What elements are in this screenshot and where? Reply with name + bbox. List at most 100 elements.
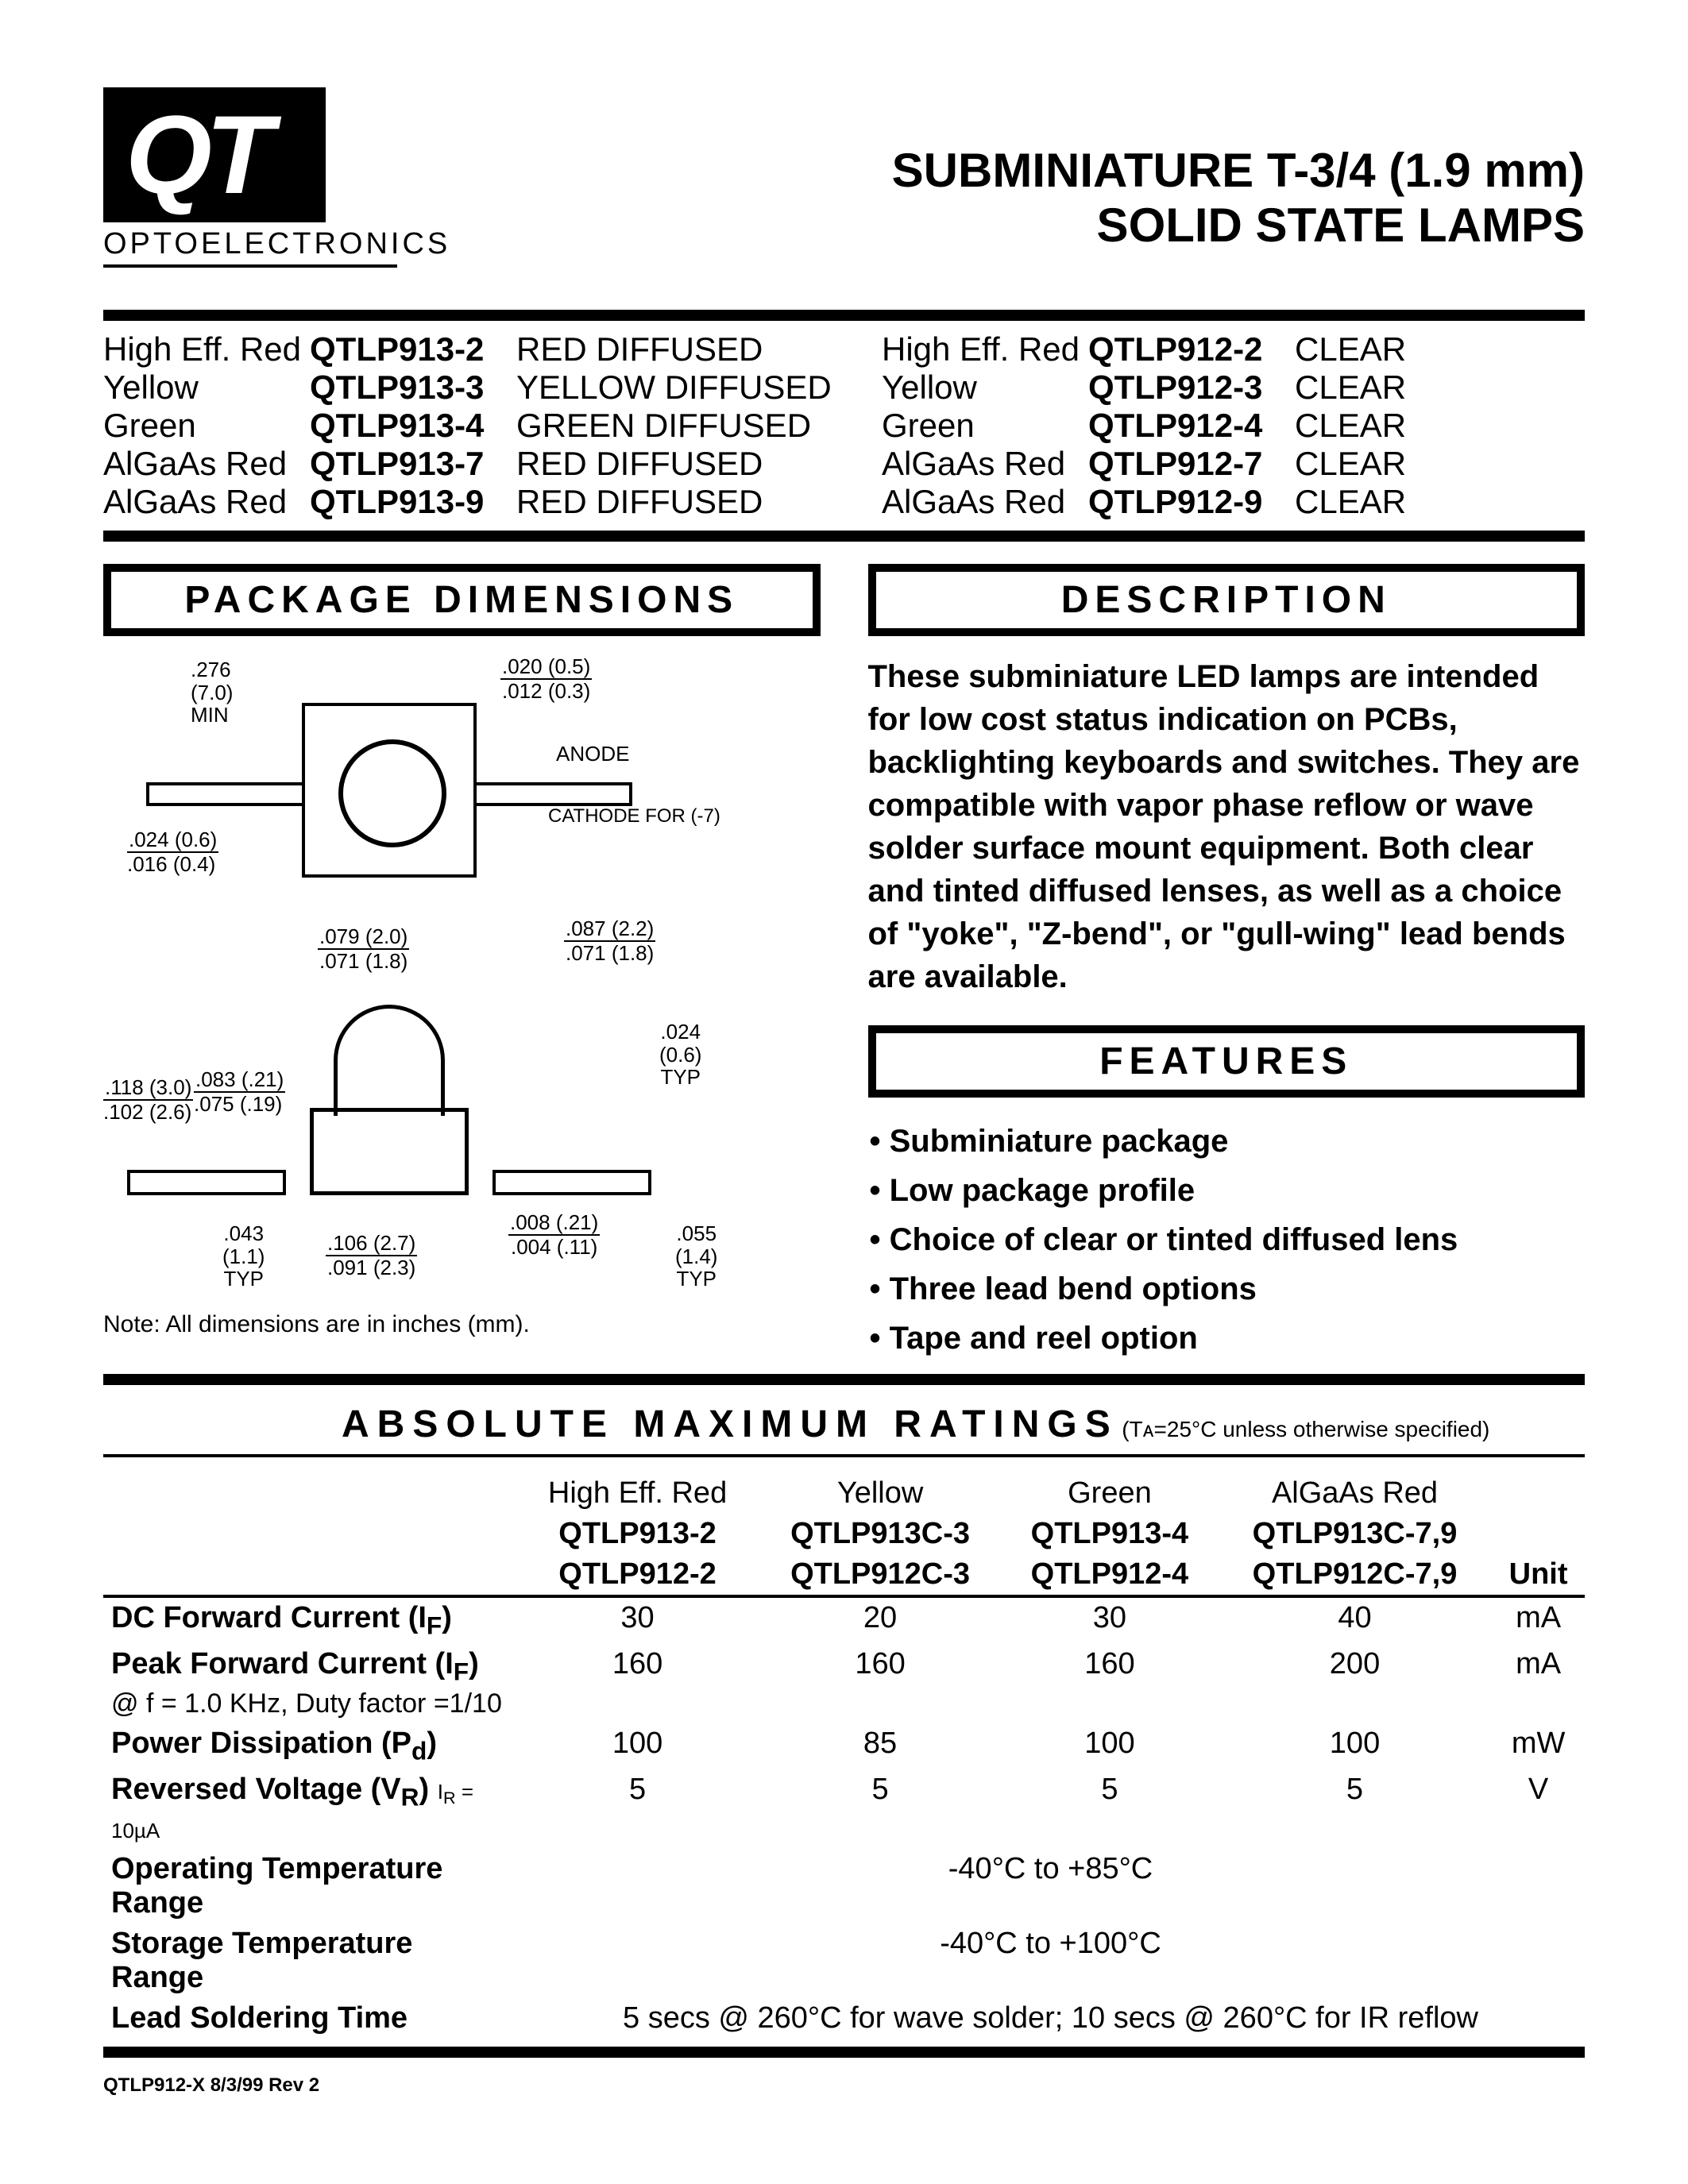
part-number: QTLP912-9 xyxy=(1088,483,1295,521)
part-number: QTLP913-2 xyxy=(310,330,516,369)
logo-rect: QT xyxy=(103,87,326,222)
dim-087: .087 (2.2) .071 (1.8) xyxy=(564,917,655,964)
part-row: High Eff. RedQTLP912-2CLEAR xyxy=(882,330,1585,369)
dim-276: .276 (7.0) MIN xyxy=(191,658,233,727)
divider-thick xyxy=(103,310,1585,321)
led-dome xyxy=(334,1005,445,1116)
part-color: Green xyxy=(882,407,1088,445)
part-number: QTLP912-3 xyxy=(1088,369,1295,407)
feature-item: Low package profile xyxy=(870,1166,1586,1215)
label-anode: ANODE xyxy=(556,743,629,766)
logo-subtitle: OPTOELECTRONICS xyxy=(103,227,450,261)
part-color: Yellow xyxy=(882,369,1088,407)
ratings-unit-header xyxy=(1492,1473,1585,1514)
part-number: QTLP913-9 xyxy=(310,483,516,521)
ratings-param: Storage Temperature Range xyxy=(103,1924,516,1998)
description-column: DESCRIPTION These subminiature LED lamps… xyxy=(868,564,1586,1363)
ratings-value: 160 xyxy=(1002,1644,1218,1724)
ratings-col-header: QTLP912-2 xyxy=(516,1554,759,1596)
parts-left: High Eff. RedQTLP913-2 RED DIFFUSED Yellow… xyxy=(103,330,834,521)
part-row: YellowQTLP913-3YELLOW DIFFUSED xyxy=(103,369,834,407)
ratings-col-header: Green xyxy=(1002,1473,1218,1514)
ratings-value: 200 xyxy=(1218,1644,1492,1724)
ratings-value: 100 xyxy=(1002,1723,1218,1769)
part-color: High Eff. Red xyxy=(882,330,1088,369)
part-lens: RED DIFFUSED xyxy=(516,445,834,483)
part-number: QTLP912-7 xyxy=(1088,445,1295,483)
ratings-value: 5 xyxy=(1218,1769,1492,1850)
ratings-unit: V xyxy=(1492,1769,1585,1850)
dim-024: .024 (0.6) .016 (0.4) xyxy=(127,828,218,875)
section-package-title: PACKAGE DIMENSIONS xyxy=(103,564,821,636)
dim-008: .008 (.21) .004 (.11) xyxy=(508,1211,600,1258)
part-number: QTLP913-3 xyxy=(310,369,516,407)
part-lens: CLEAR xyxy=(1295,330,1422,369)
logo-underline xyxy=(103,264,397,268)
ratings-span-value: 5 secs @ 260°C for wave solder; 10 secs … xyxy=(516,1998,1585,2039)
dim-055: .055 (1.4) TYP xyxy=(675,1222,717,1291)
part-row: AlGaAs RedQTLP913-9RED DIFFUSED xyxy=(103,483,834,521)
section-description-title: DESCRIPTION xyxy=(868,564,1586,636)
ratings-col-header: QTLP913C-3 xyxy=(759,1514,1002,1554)
ratings-value: 100 xyxy=(516,1723,759,1769)
logo-text: QT xyxy=(126,91,267,219)
ratings-blank xyxy=(103,1473,516,1514)
lead-right xyxy=(492,1170,651,1195)
part-number: QTLP913-7 xyxy=(310,445,516,483)
part-row: GreenQTLP913-4GREEN DIFFUSED xyxy=(103,407,834,445)
ratings-col-header: AlGaAs Red xyxy=(1218,1473,1492,1514)
dim-079: .079 (2.0) .071 (1.8) xyxy=(318,925,409,972)
ratings-col-header: Yellow xyxy=(759,1473,1002,1514)
part-color: High Eff. Red xyxy=(103,330,310,369)
description-text: These subminiature LED lamps are intende… xyxy=(868,655,1586,998)
part-color: AlGaAs Red xyxy=(882,483,1088,521)
title-line-1: SUBMINIATURE T-3/4 (1.9 mm) xyxy=(892,143,1585,198)
ratings-blank xyxy=(103,1554,516,1596)
part-row: AlGaAs RedQTLP913-7RED DIFFUSED xyxy=(103,445,834,483)
diagram-top-view xyxy=(302,703,477,878)
page-footer: QTLP912-X 8/3/99 Rev 2 xyxy=(103,2074,319,2097)
page-title: SUBMINIATURE T-3/4 (1.9 mm) SOLID STATE … xyxy=(892,143,1585,253)
divider-thick xyxy=(103,2047,1585,2058)
ratings-span-value: -40°C to +100°C xyxy=(516,1924,1585,1998)
led-base xyxy=(310,1108,469,1195)
part-color: Green xyxy=(103,407,310,445)
package-diagram: .276 (7.0) MIN .020 (0.5) .012 (0.3) ANO… xyxy=(103,655,821,1306)
parts-right: High Eff. RedQTLP912-2CLEARYellowQTLP912… xyxy=(882,330,1585,521)
ratings-unit-header xyxy=(1492,1514,1585,1554)
dimensions-note: Note: All dimensions are in inches (mm). xyxy=(103,1311,821,1338)
part-row: AlGaAs RedQTLP912-9CLEAR xyxy=(882,483,1585,521)
package-column: PACKAGE DIMENSIONS .276 (7.0) MIN xyxy=(103,564,821,1363)
part-lens: GREEN DIFFUSED xyxy=(516,407,834,445)
ratings-value: 30 xyxy=(516,1596,759,1644)
ratings-param: Operating Temperature Range xyxy=(103,1849,516,1924)
ratings-blank xyxy=(103,1514,516,1554)
ratings-param: DC Forward Current (IF) xyxy=(103,1596,516,1644)
divider-thick xyxy=(103,531,1585,542)
dim-106: .106 (2.7) .091 (2.3) xyxy=(326,1232,417,1279)
divider-thin xyxy=(103,1454,1585,1457)
ratings-col-header: High Eff. Red xyxy=(516,1473,759,1514)
ratings-param: Power Dissipation (Pd) xyxy=(103,1723,516,1769)
diagram-side-view xyxy=(286,1005,492,1211)
label-cathode: CATHODE FOR (-7) xyxy=(548,806,720,827)
title-line-2: SOLID STATE LAMPS xyxy=(892,198,1585,253)
part-lens: YELLOW DIFFUSED xyxy=(516,369,834,407)
dim-118: .118 (3.0) .102 (2.6) xyxy=(103,1076,193,1123)
ratings-value: 5 xyxy=(516,1769,759,1850)
ratings-value: 160 xyxy=(759,1644,1002,1724)
section-features-title: FEATURES xyxy=(868,1025,1586,1098)
feature-item: Choice of clear or tinted diffused lens xyxy=(870,1215,1586,1264)
part-lens: RED DIFFUSED xyxy=(516,483,834,521)
ratings-title: ABSOLUTE MAXIMUM RATINGS (Tᴀ=25°C unless… xyxy=(103,1403,1585,1446)
dim-043: .043 (1.1) TYP xyxy=(222,1222,265,1291)
ratings-param: Peak Forward Current (IF)@ f = 1.0 KHz, … xyxy=(103,1644,516,1724)
part-number: QTLP912-2 xyxy=(1088,330,1295,369)
ratings-table: High Eff. RedYellowGreenAlGaAs Red QTLP91… xyxy=(103,1473,1585,2039)
lead-left xyxy=(146,782,305,806)
part-row: AlGaAs RedQTLP912-7CLEAR xyxy=(882,445,1585,483)
ratings-param: Lead Soldering Time xyxy=(103,1998,516,2039)
ratings-value: 160 xyxy=(516,1644,759,1724)
dim-020: .020 (0.5) .012 (0.3) xyxy=(500,655,592,702)
ratings-value: 5 xyxy=(1002,1769,1218,1850)
